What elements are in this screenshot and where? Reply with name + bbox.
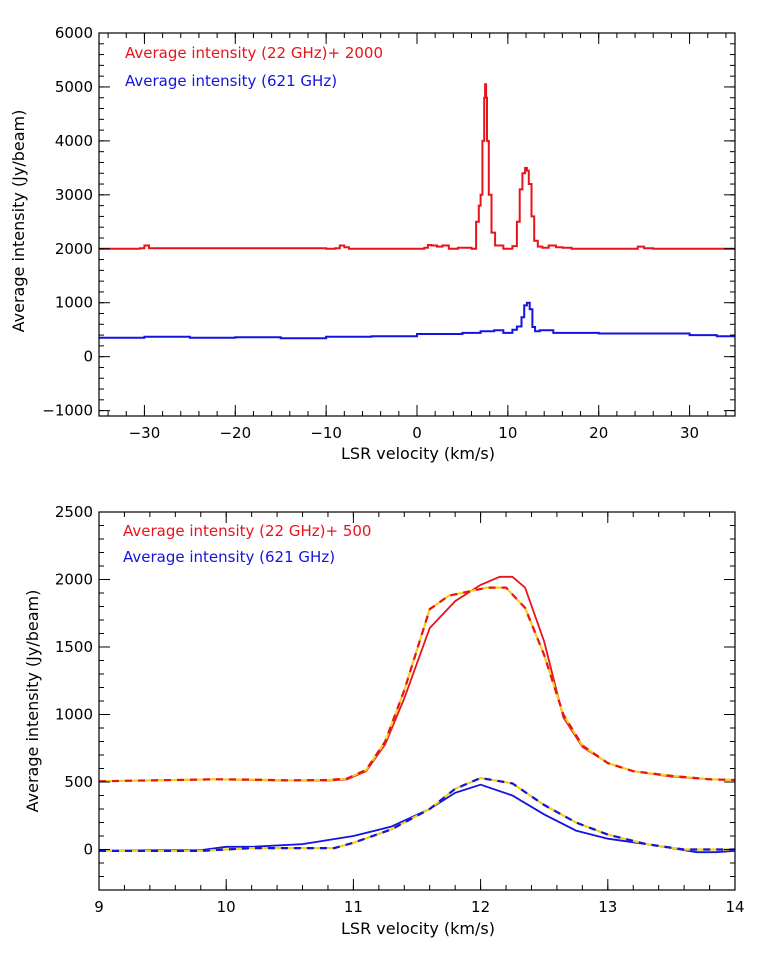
- y-tick-label: 3000: [55, 186, 93, 204]
- x-tick-label: 0: [412, 424, 422, 442]
- x-tick-label: 10: [498, 424, 517, 442]
- x-tick-label: 13: [598, 898, 617, 916]
- x-tick-label: 12: [471, 898, 490, 916]
- y-tick-label: 2000: [55, 240, 93, 258]
- bottom-panel: Average intensity (Jy/beam) LSR velocity…: [23, 503, 745, 938]
- plot-area: [99, 575, 735, 854]
- y-tick-label: 500: [64, 773, 93, 791]
- series-line-average-intensity-22-ghz-2000: [99, 83, 735, 250]
- series-line-fit-22-ghz-fit-base: [99, 586, 735, 783]
- x-tick-label: 11: [344, 898, 363, 916]
- y-tick-label: −1000: [42, 402, 93, 420]
- x-tick-label: 14: [725, 898, 744, 916]
- x-tick-label: 10: [217, 898, 236, 916]
- series-line-average-intensity-22-ghz-500: [99, 575, 735, 783]
- legend-entry-621ghz: Average intensity (621 GHz): [125, 72, 337, 90]
- y-axis-label: Average intensity (Jy/beam): [9, 110, 28, 333]
- y-tick-label: 0: [83, 841, 93, 859]
- x-axis-label: LSR velocity (km/s): [341, 444, 495, 463]
- y-tick-label: 6000: [55, 24, 93, 42]
- y-tick-label: 0: [83, 348, 93, 366]
- x-axis-label: LSR velocity (km/s): [341, 919, 495, 938]
- y-tick-label: 1000: [55, 706, 93, 724]
- x-tick-label: −10: [310, 424, 342, 442]
- x-tick-label: 30: [680, 424, 699, 442]
- series-line-fit-621-ghz-fit-base: [99, 776, 735, 852]
- top-panel: Average intensity (Jy/beam) LSR velocity…: [9, 24, 736, 463]
- x-tick-label: −20: [219, 424, 251, 442]
- y-tick-label: 2500: [55, 503, 93, 521]
- y-tick-label: 1500: [55, 638, 93, 656]
- series-line-average-intensity-621-ghz: [99, 301, 735, 340]
- x-tick-label: 9: [94, 898, 104, 916]
- y-tick-label: 5000: [55, 78, 93, 96]
- y-axis-label: Average intensity (Jy/beam): [23, 590, 42, 813]
- plot-frame: [98, 32, 736, 417]
- legend-entry-621ghz: Average intensity (621 GHz): [123, 548, 335, 566]
- series-line-fit-22-ghz-fit: [99, 586, 735, 783]
- x-tick-label: −30: [129, 424, 161, 442]
- plot-frame: [98, 511, 736, 891]
- legend-entry-22ghz: Average intensity (22 GHz)+ 2000: [125, 44, 383, 62]
- legend-entry-22ghz: Average intensity (22 GHz)+ 500: [123, 522, 371, 540]
- plot-area: [99, 83, 735, 340]
- x-tick-label: 20: [589, 424, 608, 442]
- y-tick-label: 2000: [55, 571, 93, 589]
- y-tick-label: 4000: [55, 132, 93, 150]
- y-tick-label: 1000: [55, 294, 93, 312]
